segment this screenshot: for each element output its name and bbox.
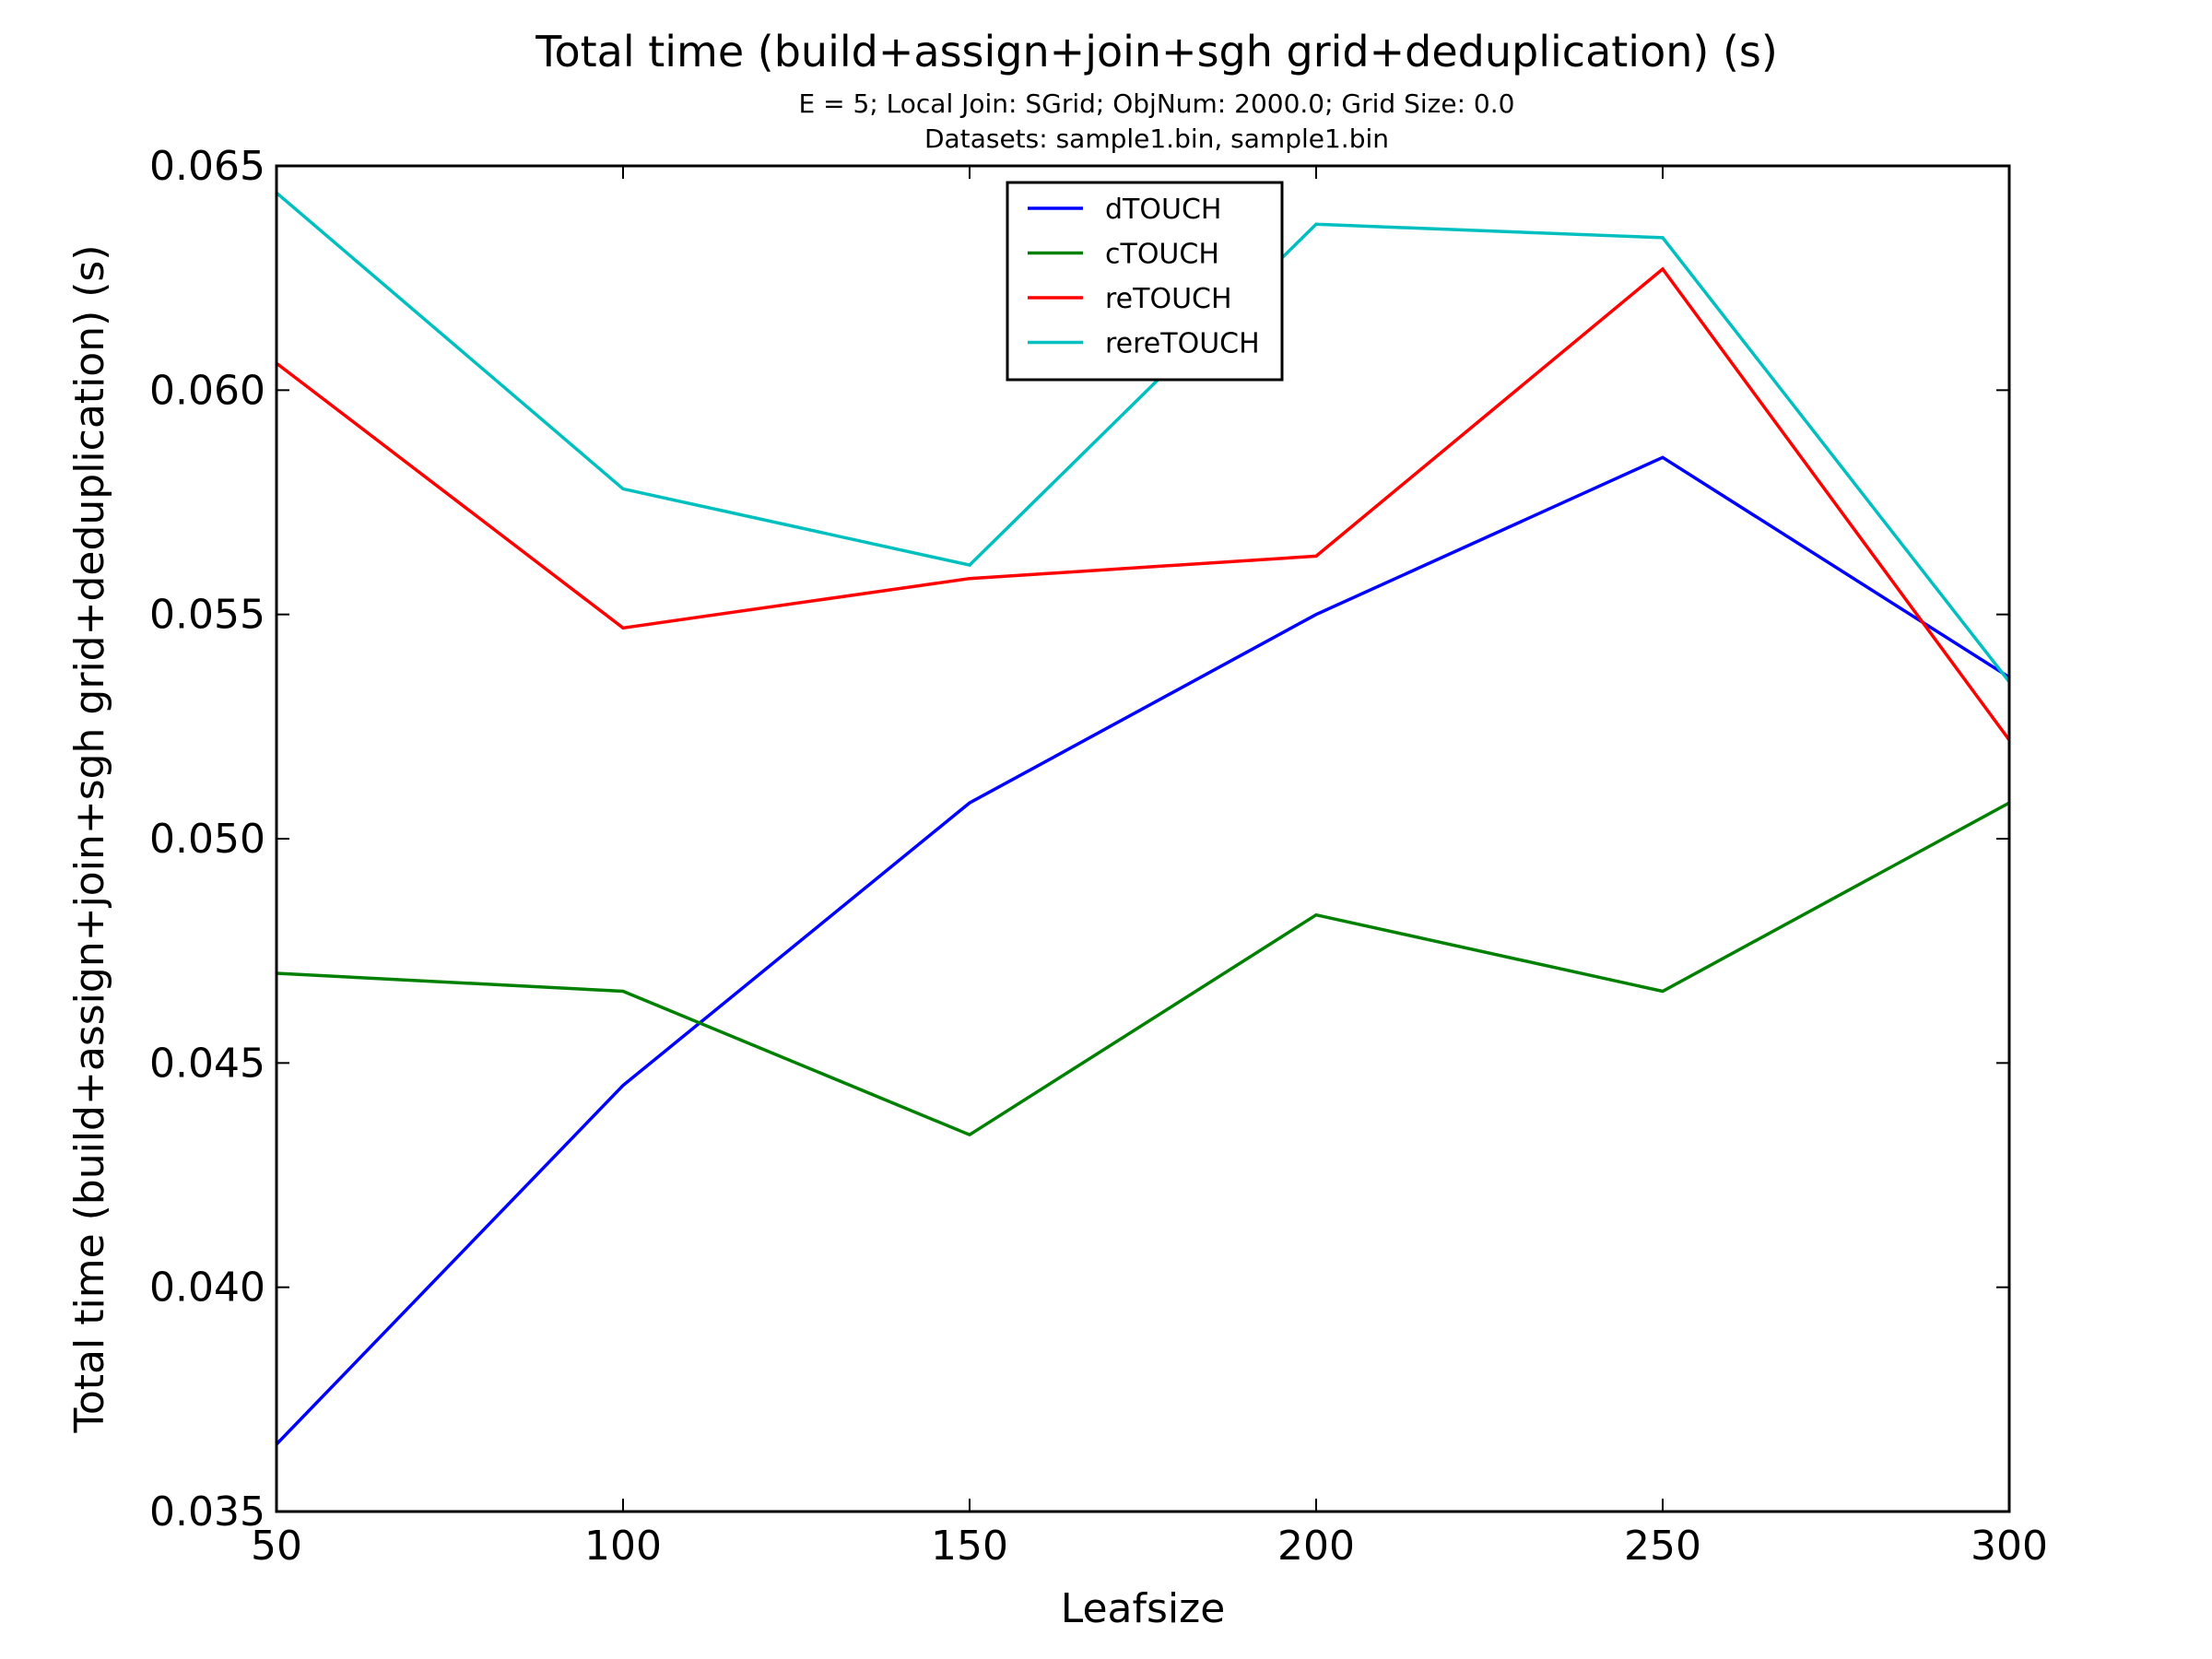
legend-box — [1006, 181, 1284, 382]
tick-labels-layer: 50 100 150 200 250 300 0.035 0.040 0.045 0.050 0.0… — [149, 143, 2048, 1570]
series-layer — [275, 191, 2011, 1446]
legend-label-reretouch: rereTOUCH — [1105, 328, 1260, 360]
x-tick-label-2: 150 — [931, 1523, 1008, 1570]
y-tick-label-1: 0.040 — [149, 1265, 265, 1312]
y-tick-label-0: 0.035 — [149, 1488, 265, 1535]
chart-subtitle-line-2: Datasets: sample1.bin, sample1.bin — [924, 124, 1389, 154]
chart-title: Total time (build+assign+join+sgh grid+d… — [535, 27, 1778, 76]
x-axis-label: Leafsize — [1061, 1585, 1226, 1632]
y-axis-label: Total time (build+assign+join+sgh grid+d… — [66, 244, 113, 1433]
series-line-retouch — [275, 266, 2011, 741]
x-tick-label-0: 50 — [251, 1523, 302, 1570]
legend: dTOUCH cTOUCH reTOUCH rereTOUCH — [1006, 181, 1284, 382]
y-tick-label-3: 0.050 — [149, 816, 265, 863]
y-tick-label-2: 0.045 — [149, 1040, 265, 1087]
plot-frame — [275, 164, 2011, 1513]
x-tick-label-3: 200 — [1277, 1523, 1355, 1570]
legend-label-dtouch: dTOUCH — [1105, 194, 1221, 226]
series-line-ctouch — [276, 801, 2010, 1137]
legend-label-ctouch: cTOUCH — [1105, 239, 1219, 271]
y-tick-label-5: 0.060 — [149, 367, 265, 414]
x-tick-label-4: 250 — [1624, 1523, 1701, 1570]
x-tick-label-5: 300 — [1971, 1523, 2048, 1570]
y-tick-label-6: 0.065 — [149, 143, 265, 190]
legend-label-retouch: reTOUCH — [1105, 283, 1232, 315]
series-line-reretouch — [275, 191, 2011, 683]
y-tick-label-4: 0.055 — [149, 592, 265, 639]
chart-subtitle-line-1: E = 5; Local Join: SGrid; ObjNum: 2000.0… — [799, 88, 1515, 119]
x-tick-label-1: 100 — [584, 1523, 662, 1570]
series-line-dtouch — [275, 455, 2010, 1446]
